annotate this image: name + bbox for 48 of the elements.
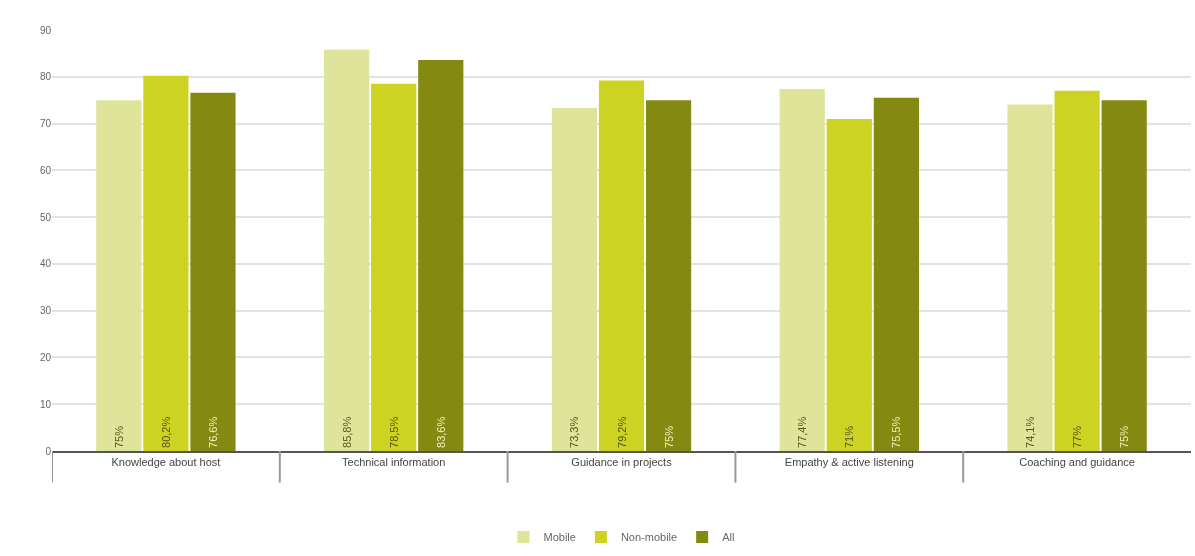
bar <box>190 92 236 451</box>
bar <box>826 118 872 451</box>
legend-label: Mobile <box>543 531 576 544</box>
data-label: 73,3% <box>568 416 581 448</box>
bar <box>143 75 189 451</box>
y-tick-label: 50 <box>39 211 52 223</box>
bar <box>1007 104 1053 451</box>
bar <box>418 59 464 451</box>
y-tick-label: 30 <box>39 305 52 317</box>
data-label: 75% <box>1118 425 1131 448</box>
y-tick-label: 40 <box>39 258 52 270</box>
bar <box>551 108 598 451</box>
x-tick-label: Knowledge about host <box>111 456 221 469</box>
legend-label: Non-mobile <box>620 531 678 544</box>
bar <box>598 80 645 451</box>
data-label: 79,2% <box>615 416 628 448</box>
bar <box>645 100 692 451</box>
data-label: 85,8% <box>340 416 353 448</box>
data-label: 75,5% <box>890 416 903 448</box>
y-tick-label: 0 <box>45 445 52 457</box>
x-tick-label: Technical information <box>342 456 446 469</box>
x-tick-label: Coaching and guidance <box>1019 456 1135 469</box>
data-label: 75% <box>112 425 125 448</box>
bar <box>324 49 370 451</box>
bar <box>371 83 417 451</box>
bar <box>1054 90 1100 451</box>
data-label: 76,6% <box>206 416 219 448</box>
y-tick-label: 80 <box>39 71 52 83</box>
bar <box>96 100 142 451</box>
y-tick-label: 70 <box>39 118 52 130</box>
data-label: 78,5% <box>387 416 400 448</box>
y-tick-label: 60 <box>39 164 52 176</box>
y-tick-label: 90 <box>39 24 52 36</box>
data-label: 83,6% <box>434 416 447 448</box>
x-tick-label: Empathy & active listening <box>784 456 914 469</box>
data-label: 80,2% <box>159 416 172 448</box>
bar <box>1101 100 1147 451</box>
data-label: 74,1% <box>1024 416 1037 448</box>
x-tick-label: Guidance in projects <box>571 456 673 469</box>
bar <box>873 97 919 451</box>
data-label: 71% <box>843 425 856 448</box>
data-label: 77% <box>1071 425 1084 448</box>
bar <box>779 88 825 451</box>
legend-label: All <box>722 531 735 544</box>
y-tick-label: 20 <box>39 351 52 363</box>
data-label: 77,4% <box>796 416 809 448</box>
data-label: 75% <box>662 425 675 448</box>
y-tick-label: 10 <box>39 398 52 410</box>
